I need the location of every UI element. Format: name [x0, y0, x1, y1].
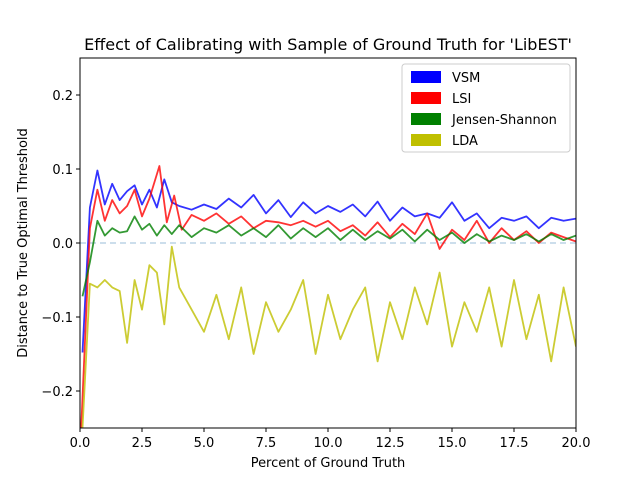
- series-line-lsi: [80, 165, 576, 428]
- x-tick-label: 7.5: [256, 436, 277, 451]
- legend: VSM LSI Jensen-Shannon LDA: [401, 63, 571, 153]
- legend-label: LSI: [452, 92, 471, 107]
- legend-swatch: [411, 113, 441, 125]
- x-axis-label: Percent of Ground Truth: [251, 456, 406, 471]
- series-line-lda: [81, 245, 576, 428]
- x-tick-label: 5.0: [194, 436, 215, 451]
- x-tick-label: 0.0: [70, 436, 91, 451]
- y-axis-label: Distance to True Optimal Threshold: [16, 128, 31, 358]
- y-tick-label: 0.1: [52, 163, 73, 178]
- x-tick-label: 10.0: [314, 436, 343, 451]
- y-tick-label: −0.1: [41, 311, 73, 326]
- y-tick-label: 0.0: [52, 237, 73, 252]
- x-tick-label: 17.5: [500, 436, 529, 451]
- legend-swatch: [411, 92, 441, 104]
- x-tick-label: 15.0: [438, 436, 467, 451]
- series-line-vsm: [81, 169, 576, 353]
- series-line-jensen-shannon: [81, 215, 576, 297]
- x-tick-label: 20.0: [562, 436, 591, 451]
- legend-label: LDA: [452, 134, 478, 149]
- y-tick-label: −0.2: [41, 385, 73, 400]
- x-tick-label: 12.5: [376, 436, 405, 451]
- x-tick-label: 2.5: [132, 436, 153, 451]
- y-tick-label: 0.2: [52, 89, 73, 104]
- legend-swatch: [411, 134, 441, 146]
- chart-title: Effect of Calibrating with Sample of Gro…: [84, 35, 572, 54]
- legend-label: Jensen-Shannon: [451, 113, 557, 128]
- legend-swatch: [411, 71, 441, 83]
- legend-frame: [401, 63, 571, 153]
- legend-label: VSM: [452, 71, 480, 86]
